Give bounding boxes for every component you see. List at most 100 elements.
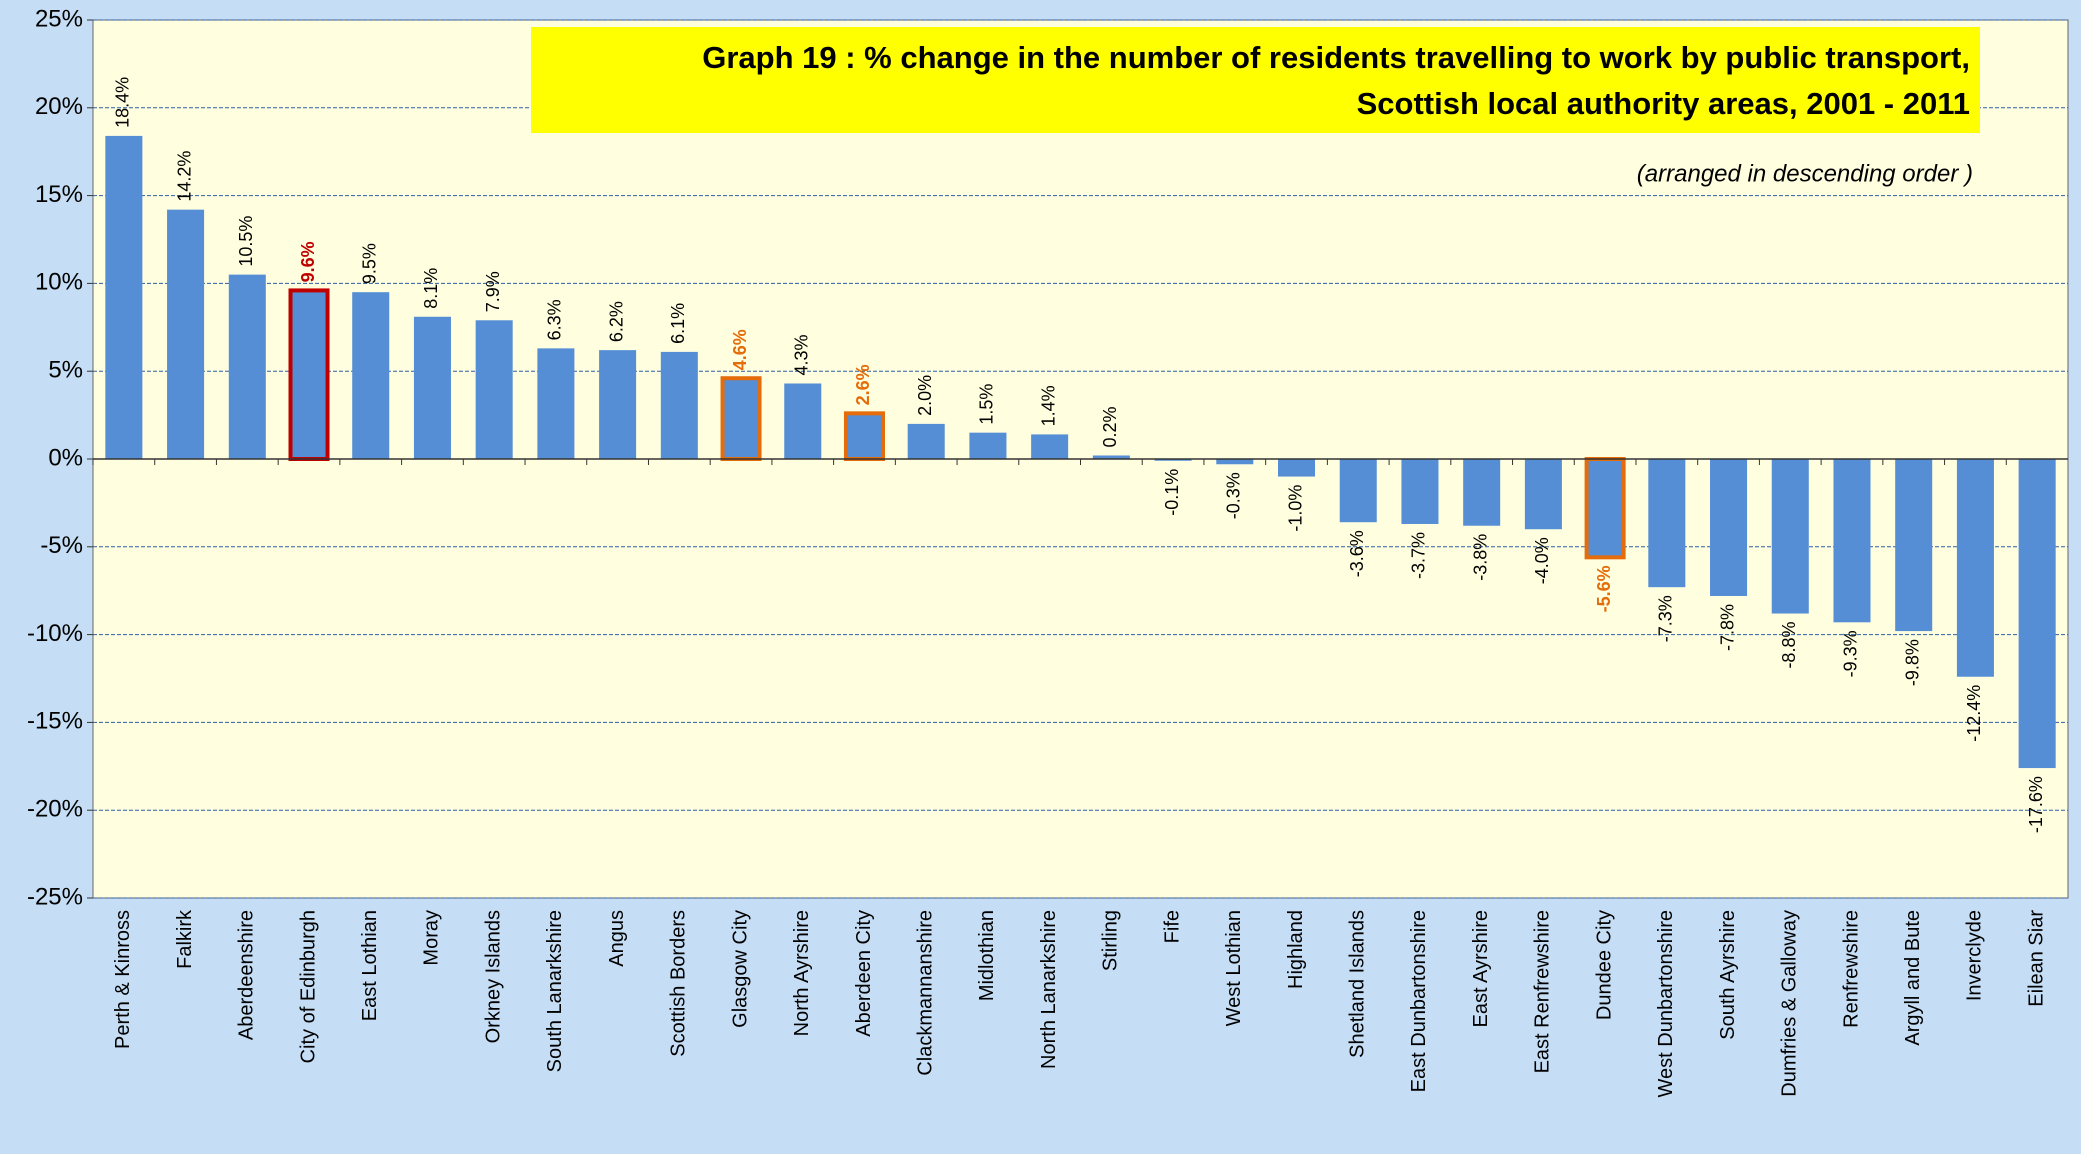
x-tick-label: Orkney Islands (482, 910, 504, 1043)
y-tick-label: 20% (35, 93, 83, 120)
value-label: 4.6% (730, 329, 750, 370)
x-tick-label: City of Edinburgh (297, 910, 319, 1063)
value-label: 1.5% (977, 384, 997, 425)
bar (1524, 459, 1562, 530)
title-box (531, 27, 1980, 133)
value-label: 6.2% (606, 301, 626, 342)
bar (228, 274, 266, 459)
value-label: 9.5% (359, 243, 379, 284)
x-tick-label: Highland (1285, 910, 1307, 989)
x-tick-label: Stirling (1100, 910, 1122, 971)
bar (1463, 459, 1501, 526)
value-label: -0.3% (1224, 472, 1244, 519)
y-tick-label: -10% (27, 620, 83, 647)
value-label: -3.8% (1470, 534, 1490, 581)
bar (537, 348, 575, 459)
x-tick-label: Fife (1161, 910, 1183, 943)
value-label: 2.0% (915, 375, 935, 416)
grid (93, 19, 2068, 899)
x-tick-label: Falkirk (174, 909, 196, 969)
x-tick-label: East Lothian (359, 910, 381, 1021)
value-label: -0.1% (1162, 469, 1182, 516)
value-label: -7.3% (1656, 595, 1676, 642)
value-label: 9.6% (298, 241, 318, 282)
value-label: 6.1% (668, 303, 688, 344)
x-tick-label: Renfrewshire (1840, 910, 1862, 1028)
y-tick-label: -20% (27, 796, 83, 823)
value-label: 8.1% (421, 268, 441, 309)
bar (105, 135, 143, 459)
bar (288, 288, 330, 462)
x-tick-label: West Lothian (1223, 910, 1245, 1026)
value-label: -3.6% (1347, 530, 1367, 577)
bar (1216, 459, 1254, 465)
y-tick-label: -15% (27, 708, 83, 735)
value-label: 18.4% (113, 77, 133, 128)
x-tick-label: Perth & Kinross (112, 910, 134, 1049)
value-label: 10.5% (236, 216, 256, 267)
y-tick-label: 25% (35, 5, 83, 32)
value-label: 6.3% (545, 299, 565, 340)
x-tick-label: Glasgow City (729, 910, 751, 1028)
x-tick-label: Inverclyde (1964, 910, 1986, 1001)
bar (1833, 459, 1871, 623)
bar (1771, 459, 1809, 614)
y-tick-label: 15% (35, 181, 83, 208)
x-tick-label: East Renfrewshire (1532, 910, 1554, 1073)
x-tick-label: Dundee City (1593, 910, 1615, 1020)
y-tick-label: -25% (27, 883, 83, 910)
bar (475, 320, 513, 459)
bar (352, 292, 390, 459)
value-label: -8.8% (1779, 622, 1799, 669)
value-label: 7.9% (483, 271, 503, 312)
bar (167, 209, 205, 459)
x-tick-label: South Lanarkshire (544, 910, 566, 1072)
x-tick-label: Midlothian (976, 910, 998, 1001)
value-label: -9.8% (1902, 639, 1922, 686)
value-label: -3.7% (1409, 532, 1429, 579)
bar (1154, 459, 1192, 461)
bar (413, 316, 451, 459)
note: (arranged in descending order ) (1637, 160, 1973, 187)
value-label: -7.8% (1717, 604, 1737, 651)
chart-title: Graph 19 : % change in the number of res… (702, 40, 1970, 75)
value-label: 4.3% (792, 334, 812, 375)
x-tick-label: North Ayrshire (791, 910, 813, 1036)
x-tick-label: West Dunbartonshire (1655, 910, 1677, 1098)
bar (1278, 459, 1316, 477)
bar (1956, 459, 1994, 677)
bar (1648, 459, 1686, 588)
value-label: -9.3% (1841, 630, 1861, 677)
x-tick-label: Eilean Siar (2025, 910, 2047, 1007)
value-label: -1.0% (1285, 485, 1305, 532)
x-tick-label: Aberdeenshire (236, 910, 258, 1040)
bar (660, 351, 698, 459)
bar (969, 432, 1007, 459)
x-tick-label: North Lanarkshire (1038, 910, 1060, 1069)
bar (599, 350, 637, 459)
y-tick-label: 0% (48, 444, 83, 471)
bar (2018, 459, 2056, 769)
x-tick-label: Moray (421, 910, 443, 966)
bar (907, 423, 945, 459)
bar (1031, 434, 1069, 459)
bar (1401, 459, 1439, 524)
x-tick-label: Dumfries & Galloway (1779, 910, 1801, 1097)
bar (1584, 457, 1626, 560)
bar (784, 383, 822, 459)
x-tick-label: East Ayrshire (1470, 910, 1492, 1027)
value-label: 0.2% (1100, 406, 1120, 447)
value-label: 2.6% (853, 364, 873, 405)
bar (720, 376, 762, 461)
chart-subtitle: Scottish local authority areas, 2001 - 2… (1357, 86, 1970, 121)
bar (843, 411, 885, 461)
x-tick-label: Shetland Islands (1347, 910, 1369, 1058)
value-label: -17.6% (2026, 776, 2046, 833)
value-label: -12.4% (1964, 685, 1984, 742)
value-label: -4.0% (1532, 537, 1552, 584)
x-tick-label: Angus (606, 910, 628, 967)
y-tick-label: 5% (48, 357, 83, 384)
bar (1339, 459, 1377, 523)
